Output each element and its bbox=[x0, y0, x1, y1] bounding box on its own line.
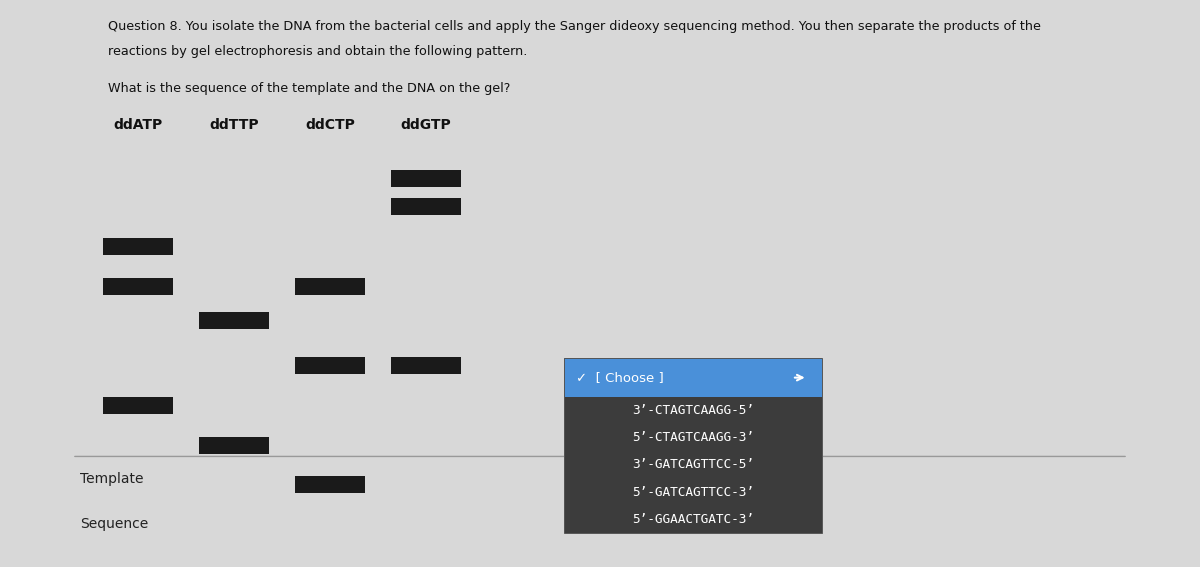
Text: 5’-GGAACTGATC-3’: 5’-GGAACTGATC-3’ bbox=[632, 513, 754, 526]
Text: 3’-GATCAGTTCC-5’: 3’-GATCAGTTCC-5’ bbox=[632, 459, 754, 471]
Text: ddATP: ddATP bbox=[113, 118, 163, 132]
Bar bbox=[564, 397, 822, 533]
Bar bbox=[391, 198, 461, 215]
Text: ✓  [ Choose ]: ✓ [ Choose ] bbox=[576, 371, 664, 384]
Bar bbox=[564, 358, 822, 533]
Text: Sequence: Sequence bbox=[80, 518, 149, 531]
Text: Question 8. You isolate the DNA from the bacterial cells and apply the Sanger di: Question 8. You isolate the DNA from the… bbox=[108, 20, 1040, 33]
Text: 3’-CTAGTCAAGG-5’: 3’-CTAGTCAAGG-5’ bbox=[632, 404, 754, 417]
Bar bbox=[103, 278, 173, 295]
Text: What is the sequence of the template and the DNA on the gel?: What is the sequence of the template and… bbox=[108, 82, 510, 95]
Bar bbox=[295, 476, 365, 493]
Text: ddGTP: ddGTP bbox=[401, 118, 451, 132]
Bar bbox=[199, 437, 269, 454]
Text: ddTTP: ddTTP bbox=[209, 118, 259, 132]
Bar bbox=[295, 278, 365, 295]
Bar bbox=[295, 357, 365, 374]
Bar bbox=[103, 238, 173, 255]
Bar bbox=[391, 357, 461, 374]
Bar bbox=[199, 312, 269, 329]
Bar bbox=[564, 358, 822, 397]
Bar bbox=[391, 170, 461, 187]
Text: Template: Template bbox=[80, 472, 144, 486]
Bar bbox=[103, 397, 173, 414]
Text: 5’-GATCAGTTCC-3’: 5’-GATCAGTTCC-3’ bbox=[632, 486, 754, 498]
Text: ddCTP: ddCTP bbox=[305, 118, 355, 132]
Text: reactions by gel electrophoresis and obtain the following pattern.: reactions by gel electrophoresis and obt… bbox=[108, 45, 527, 58]
Text: 5’-CTAGTCAAGG-3’: 5’-CTAGTCAAGG-3’ bbox=[632, 431, 754, 444]
